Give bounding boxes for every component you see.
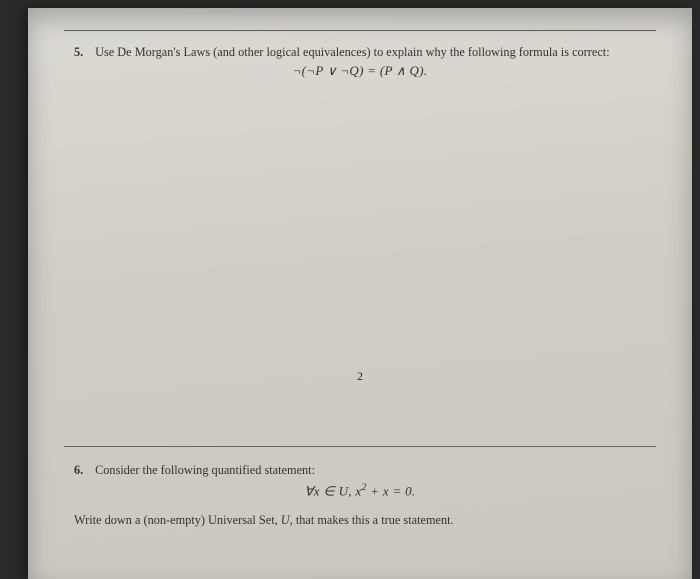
top-horizontal-rule [64, 30, 656, 31]
problem-5: 5. Use De Morgan's Laws (and other logic… [64, 43, 656, 61]
problem-5-number: 5. [74, 43, 92, 61]
section-divider-rule [64, 446, 656, 447]
problem-6: 6. Consider the following quantified sta… [64, 461, 656, 479]
problem-6-number: 6. [74, 461, 92, 479]
worksheet-page: 5. Use De Morgan's Laws (and other logic… [28, 8, 692, 579]
problem-5-prompt: Use De Morgan's Laws (and other logical … [95, 45, 610, 59]
problem-6-prompt: Consider the following quantified statem… [95, 463, 315, 477]
problem-6-closing: Write down a (non-empty) Universal Set, … [64, 513, 656, 528]
page-number: 2 [64, 369, 656, 384]
problem-6-formula: ∀x ∈ U, x2 + x = 0. [64, 482, 656, 499]
problem-5-formula: ¬(¬P ∨ ¬Q) = (P ∧ Q). [64, 63, 656, 79]
